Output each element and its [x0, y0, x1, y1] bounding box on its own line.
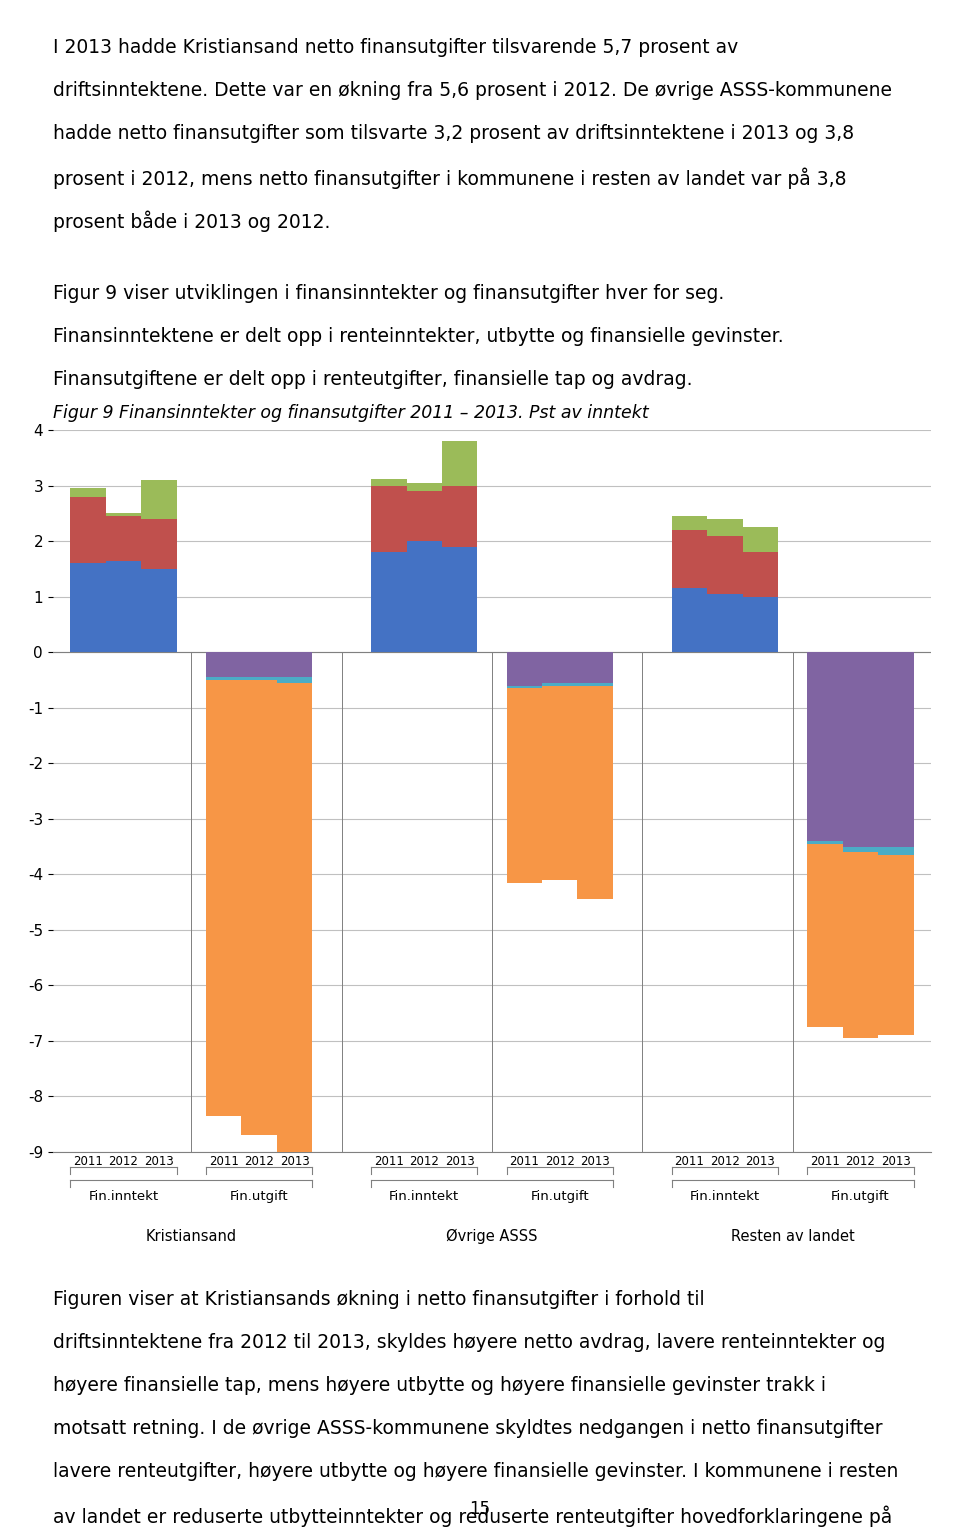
- Text: lavere renteutgifter, høyere utbytte og høyere finansielle gevinster. I kommunen: lavere renteutgifter, høyere utbytte og …: [53, 1462, 899, 1481]
- Text: Finansutgiftene er delt opp i renteutgifter, finansielle tap og avdrag.: Finansutgiftene er delt opp i renteutgif…: [53, 370, 692, 389]
- Text: Fin.inntekt: Fin.inntekt: [690, 1190, 760, 1203]
- Bar: [242, 677, 276, 680]
- Text: Finansinntektene er delt opp i renteinntekter, utbytte og finansielle gevinster.: Finansinntektene er delt opp i renteinnt…: [53, 327, 783, 346]
- Bar: [406, 541, 442, 653]
- Bar: [206, 677, 242, 680]
- Text: Fin.inntekt: Fin.inntekt: [389, 1190, 459, 1203]
- Text: Fin.utgift: Fin.utgift: [229, 1190, 288, 1203]
- Text: prosent både i 2013 og 2012.: prosent både i 2013 og 2012.: [53, 210, 330, 232]
- Bar: [106, 516, 141, 561]
- Bar: [206, 653, 242, 677]
- Bar: [406, 492, 442, 541]
- Text: Figur 9 viser utviklingen i finansinntekter og finansutgifter hver for seg.: Figur 9 viser utviklingen i finansinntek…: [53, 284, 724, 303]
- Text: I 2013 hadde Kristiansand netto finansutgifter tilsvarende 5,7 prosent av: I 2013 hadde Kristiansand netto finansut…: [53, 38, 738, 57]
- Bar: [542, 685, 578, 880]
- Text: driftsinntektene fra 2012 til 2013, skyldes høyere netto avdrag, lavere renteinn: driftsinntektene fra 2012 til 2013, skyl…: [53, 1333, 885, 1352]
- Bar: [507, 688, 542, 883]
- Bar: [807, 653, 843, 842]
- Bar: [70, 564, 106, 653]
- Bar: [372, 485, 406, 553]
- Bar: [672, 588, 708, 653]
- Bar: [807, 842, 843, 843]
- Text: Fin.inntekt: Fin.inntekt: [88, 1190, 158, 1203]
- Bar: [242, 680, 276, 1135]
- Bar: [807, 843, 843, 1028]
- Bar: [276, 682, 312, 1155]
- Text: motsatt retning. I de øvrige ASSS-kommunene skyldtes nedgangen i netto finansutg: motsatt retning. I de øvrige ASSS-kommun…: [53, 1419, 882, 1438]
- Bar: [276, 653, 312, 677]
- Bar: [578, 682, 612, 685]
- Bar: [542, 653, 578, 682]
- Text: Fin.utgift: Fin.utgift: [831, 1190, 890, 1203]
- Bar: [878, 846, 914, 856]
- Text: Resten av landet: Resten av landet: [731, 1229, 854, 1244]
- Bar: [672, 530, 708, 588]
- Text: driftsinntektene. Dette var en økning fra 5,6 prosent i 2012. De øvrige ASSS-kom: driftsinntektene. Dette var en økning fr…: [53, 81, 892, 100]
- Bar: [206, 680, 242, 1117]
- Bar: [372, 479, 406, 485]
- Bar: [708, 594, 742, 653]
- Bar: [507, 685, 542, 688]
- Text: 15: 15: [469, 1499, 491, 1518]
- Text: hadde netto finansutgifter som tilsvarte 3,2 prosent av driftsinntektene i 2013 : hadde netto finansutgifter som tilsvarte…: [53, 124, 854, 143]
- Bar: [442, 441, 477, 485]
- Bar: [672, 516, 708, 530]
- Bar: [141, 481, 177, 519]
- Bar: [507, 653, 542, 685]
- Bar: [70, 488, 106, 496]
- Bar: [708, 536, 742, 594]
- Bar: [406, 482, 442, 492]
- Bar: [578, 685, 612, 900]
- Bar: [878, 653, 914, 846]
- Bar: [542, 682, 578, 685]
- Bar: [742, 553, 778, 596]
- Bar: [742, 596, 778, 653]
- Bar: [442, 547, 477, 653]
- Bar: [276, 677, 312, 684]
- Text: Øvrige ASSS: Øvrige ASSS: [446, 1229, 538, 1244]
- Bar: [843, 852, 878, 1038]
- Bar: [442, 485, 477, 547]
- Bar: [106, 561, 141, 653]
- Text: Kristiansand: Kristiansand: [146, 1229, 237, 1244]
- Text: Figuren viser at Kristiansands økning i netto finansutgifter i forhold til: Figuren viser at Kristiansands økning i …: [53, 1290, 705, 1309]
- Bar: [843, 653, 878, 846]
- Bar: [70, 496, 106, 564]
- Bar: [708, 519, 742, 536]
- Bar: [742, 527, 778, 553]
- Text: av landet er reduserte utbytteinntekter og reduserte renteutgifter hovedforklari: av landet er reduserte utbytteinntekter …: [53, 1505, 892, 1527]
- Text: Figur 9 Finansinntekter og finansutgifter 2011 – 2013. Pst av inntekt: Figur 9 Finansinntekter og finansutgifte…: [53, 404, 649, 422]
- Bar: [106, 513, 141, 516]
- Text: Fin.utgift: Fin.utgift: [531, 1190, 589, 1203]
- Text: prosent i 2012, mens netto finansutgifter i kommunene i resten av landet var på : prosent i 2012, mens netto finansutgifte…: [53, 167, 847, 189]
- Bar: [141, 519, 177, 568]
- Bar: [372, 553, 406, 653]
- Bar: [141, 568, 177, 653]
- Text: høyere finansielle tap, mens høyere utbytte og høyere finansielle gevinster trak: høyere finansielle tap, mens høyere utby…: [53, 1376, 826, 1395]
- Bar: [578, 653, 612, 682]
- Bar: [878, 856, 914, 1035]
- Bar: [242, 653, 276, 677]
- Bar: [843, 846, 878, 852]
